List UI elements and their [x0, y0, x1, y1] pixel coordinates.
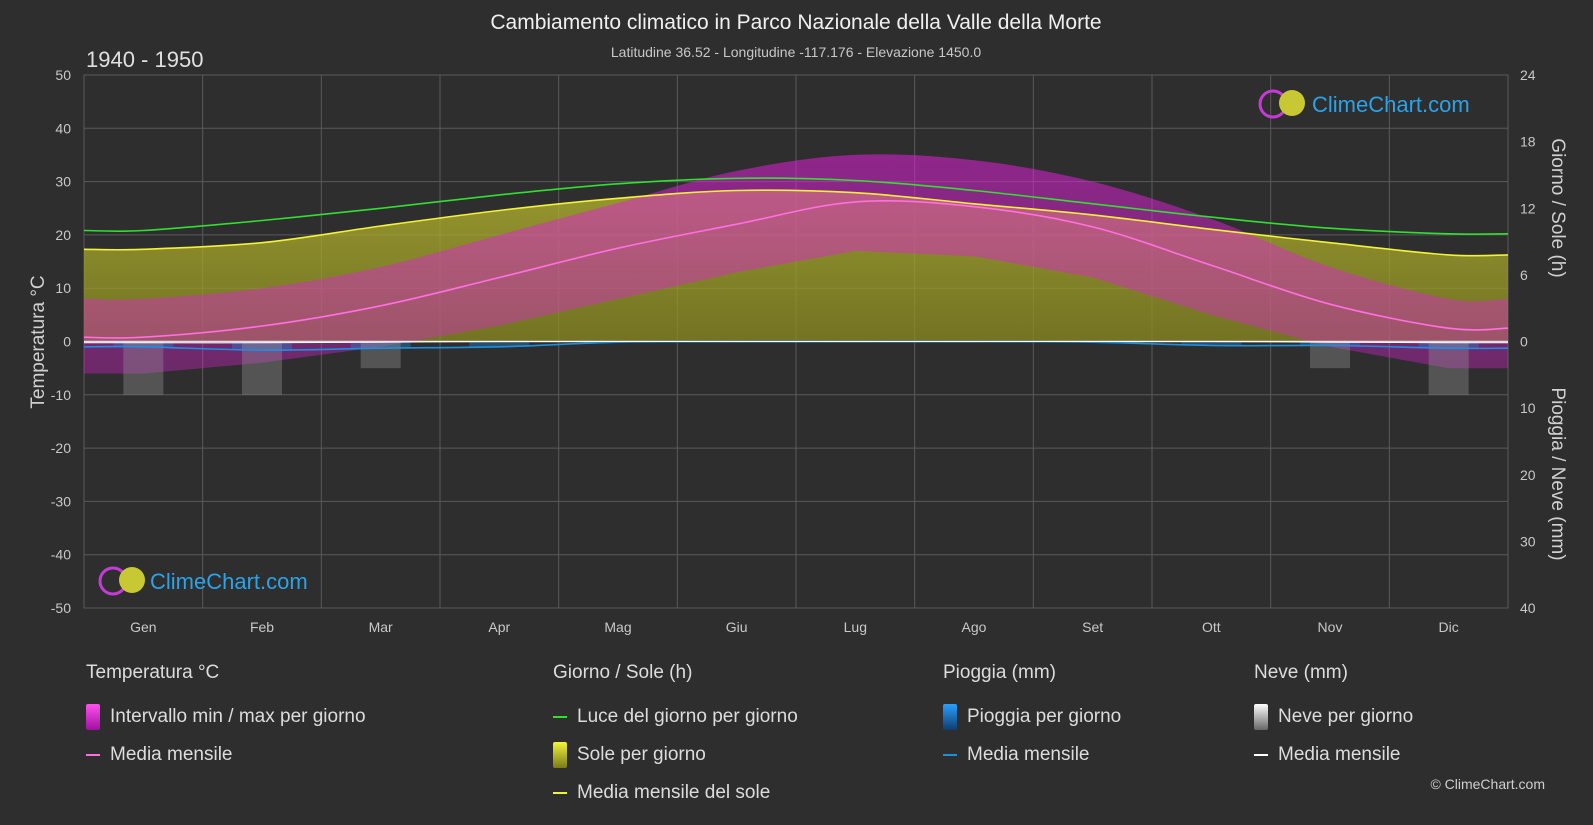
snow-mean-line — [83, 340, 1509, 344]
logo-bottom: ClimeChart.com — [98, 566, 308, 596]
logo-top: ClimeChart.com — [1258, 89, 1470, 119]
plot-area: 50 40 30 20 10 0 -10 -20 -30 -40 -50 24 18 12 6 0 10 20 30… — [51, 67, 1536, 635]
y-tick-label-right-hours: 12 — [1520, 200, 1536, 216]
copyright: © ClimeChart.com — [1430, 776, 1545, 792]
y-tick-label-right-precip: 30 — [1520, 533, 1536, 549]
y-tick-label-left: 0 — [63, 334, 71, 350]
daylight-line — [83, 177, 1509, 235]
logo-sun-icon — [1279, 90, 1305, 116]
y-tick-label-left: -50 — [51, 600, 71, 616]
x-tick-label: Mag — [604, 619, 631, 635]
x-tick-label: Ago — [962, 619, 987, 635]
legend-item: Media mensile del sole — [553, 774, 798, 812]
legend-label: Sole per giorno — [577, 744, 706, 765]
y-tick-label-right-hours: 24 — [1520, 67, 1536, 83]
legend-item: Neve per giorno — [1254, 698, 1413, 736]
legend-item: Media mensile — [943, 736, 1121, 774]
logo-sun-icon — [119, 567, 145, 593]
y-tick-label-right-hours: 0 — [1520, 334, 1528, 350]
legend-swatch — [1254, 754, 1268, 756]
chart-title: Cambiamento climatico in Parco Nazionale… — [490, 11, 1101, 34]
snow-bar — [1428, 341, 1469, 395]
legend-label: Media mensile — [967, 744, 1090, 765]
legend-title: Neve (mm) — [1254, 662, 1348, 683]
y-tick-label-left: -10 — [51, 387, 71, 403]
x-tick-label: Dic — [1439, 619, 1459, 635]
legend-item: Intervallo min / max per giorno — [86, 698, 366, 736]
legend-label: Media mensile — [1278, 744, 1401, 765]
x-tick-label: Feb — [250, 619, 274, 635]
y-tick-label-left: 10 — [55, 280, 71, 296]
x-tick-label: Gen — [130, 619, 156, 635]
legend-label: Pioggia per giorno — [967, 706, 1122, 727]
legend-item: Media mensile — [1254, 736, 1413, 774]
legend-label: Neve per giorno — [1278, 706, 1414, 727]
x-tick-label: Nov — [1318, 619, 1343, 635]
rain-bar — [469, 341, 530, 347]
x-tick-label: Ott — [1202, 619, 1221, 635]
y-tick-label-right-hours: 6 — [1520, 267, 1528, 283]
y-tick-label-left: 20 — [55, 227, 71, 243]
left-axis-title: Temperatura °C — [28, 275, 49, 408]
chart-subtitle: Latitudine 36.52 - Longitudine -117.176 … — [611, 44, 981, 60]
legend-swatch — [553, 792, 567, 794]
legend-temperature: Temperatura °C Intervallo min / max per … — [86, 662, 366, 774]
legend-rain: Pioggia (mm) Pioggia per giorno Media me… — [943, 662, 1121, 774]
logo-text: ClimeChart.com — [150, 569, 308, 594]
y-tick-label-right-precip: 20 — [1520, 467, 1536, 483]
sun-mean-line — [83, 189, 1509, 257]
legend-swatch — [943, 704, 957, 730]
y-tick-label-left: -20 — [51, 440, 71, 456]
y-tick-label-right-precip: 40 — [1520, 600, 1536, 616]
y-tick-label-left: 30 — [55, 174, 71, 190]
legend-label: Media mensile del sole — [577, 782, 771, 803]
legend-title: Pioggia (mm) — [943, 662, 1056, 683]
right-axis-title-top: Giorno / Sole (h) — [1547, 138, 1568, 277]
x-tick-label: Apr — [488, 619, 510, 635]
right-axis-title-bottom: Pioggia / Neve (mm) — [1547, 387, 1568, 560]
y-tick-label-right-precip: 10 — [1520, 400, 1536, 416]
legend-swatch — [553, 742, 567, 768]
legend-swatch — [86, 704, 100, 730]
legend-item: Pioggia per giorno — [943, 698, 1121, 736]
rain-bar — [350, 341, 411, 349]
y-tick-label-left: -40 — [51, 547, 71, 563]
legend-swatch — [1254, 704, 1268, 730]
legend-swatch — [86, 754, 100, 756]
rain-bar — [232, 341, 292, 351]
rain-bar — [1418, 341, 1479, 349]
legend-label: Luce del giorno per giorno — [577, 706, 798, 727]
y-tick-label-left: 50 — [55, 67, 71, 83]
y-tick-label-left: 40 — [55, 120, 71, 136]
legend-label: Intervallo min / max per giorno — [110, 706, 366, 727]
logo-text: ClimeChart.com — [1312, 92, 1470, 117]
x-tick-label: Set — [1082, 619, 1103, 635]
snow-bar — [123, 341, 164, 395]
period-label: 1940 - 1950 — [86, 47, 203, 72]
x-tick-label: Mar — [369, 619, 393, 635]
rain-bar — [1300, 341, 1360, 346]
legend-item: Media mensile — [86, 736, 366, 774]
temperature-range-band — [84, 154, 1508, 374]
legend-swatch — [943, 754, 957, 756]
legend-label: Media mensile — [110, 744, 233, 765]
snow-bar — [360, 341, 401, 369]
rain-bar — [1181, 341, 1242, 346]
legend-item: Luce del giorno per giorno — [553, 698, 798, 736]
y-tick-label-right-hours: 18 — [1520, 134, 1536, 150]
legend-title: Giorno / Sole (h) — [553, 662, 693, 683]
legend-snow: Neve (mm) Neve per giorno Media mensile — [1254, 662, 1413, 774]
x-tick-label: Lug — [844, 619, 867, 635]
legend-swatch — [553, 716, 567, 718]
y-tick-label-left: -30 — [51, 493, 71, 509]
x-tick-label: Giu — [726, 619, 748, 635]
legend-sun: Giorno / Sole (h) Luce del giorno per gi… — [553, 662, 798, 812]
rain-bar — [113, 341, 174, 347]
legend-title: Temperatura °C — [86, 662, 220, 683]
temperature-mean-line — [83, 199, 1509, 339]
legend-item: Sole per giorno — [553, 736, 798, 774]
